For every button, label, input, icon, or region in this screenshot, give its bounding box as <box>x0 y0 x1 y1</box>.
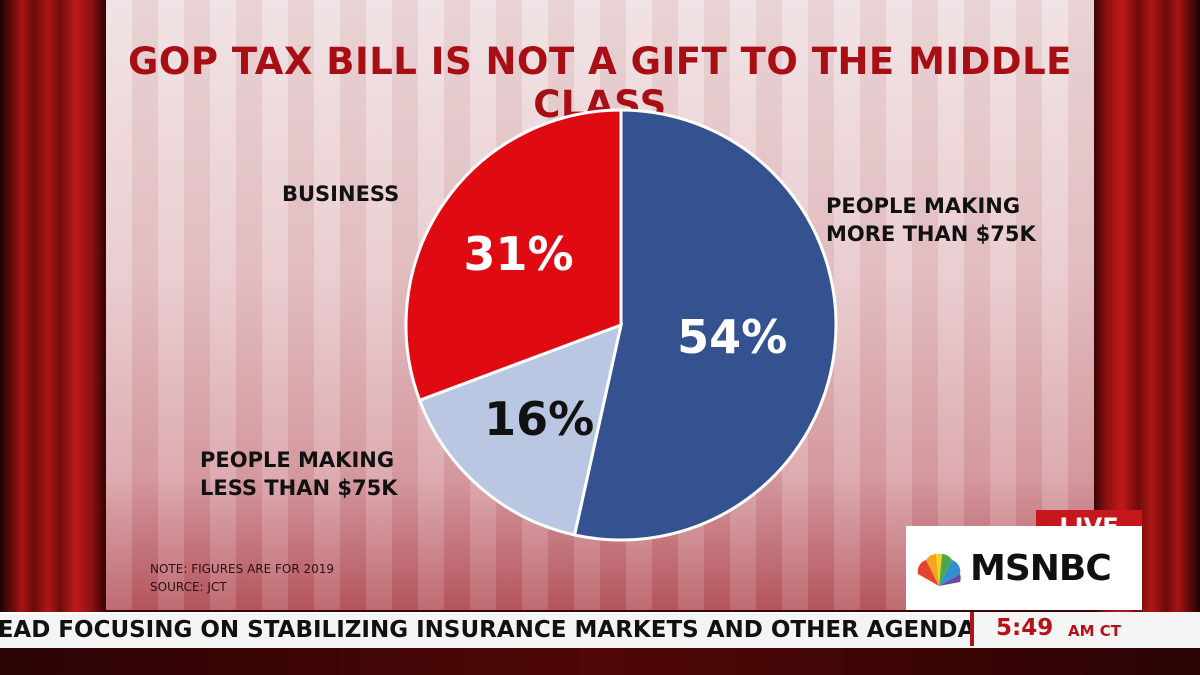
bottom-strip <box>0 648 1200 675</box>
chart-title: GOP TAX BILL IS NOT A GIFT TO THE MIDDLE… <box>128 40 1072 126</box>
source-line: SOURCE: JCT <box>150 580 227 594</box>
value-label-business: 31% <box>463 227 573 281</box>
slice-label-more-than-75k: PEOPLE MAKING MORE THAN $75K <box>826 194 1036 246</box>
ticker-text: TEAD FOCUSING ON STABILIZING INSURANCE M… <box>0 617 1063 643</box>
slice-business <box>404 108 623 403</box>
note-line: NOTE: FIGURES ARE FOR 2019 <box>150 562 335 576</box>
slice-less-than-75k <box>417 322 624 537</box>
slice-label-less-than-75k: PEOPLE MAKING LESS THAN $75K <box>200 448 398 500</box>
network-name: MSNBC <box>970 548 1112 589</box>
value-label-less-than-75k: 16% <box>484 392 594 446</box>
value-label-more-than-75k: 54% <box>677 310 787 364</box>
clock-time: 5:49 <box>996 615 1054 641</box>
slice-label-business: BUSINESS <box>282 182 400 206</box>
ticker-clock: 5:49 AM CT <box>970 612 1200 646</box>
clock-timezone: AM CT <box>1068 622 1121 640</box>
chart-panel: GOP TAX BILL IS NOT A GIFT TO THE MIDDLE… <box>106 0 1094 610</box>
pie-chart: 54% 16% 31% <box>404 108 838 542</box>
chart-notes: NOTE: FIGURES ARE FOR 2019 SOURCE: JCT <box>150 560 334 596</box>
slice-more-than-75k <box>572 108 838 542</box>
peacock-icon <box>917 553 961 586</box>
